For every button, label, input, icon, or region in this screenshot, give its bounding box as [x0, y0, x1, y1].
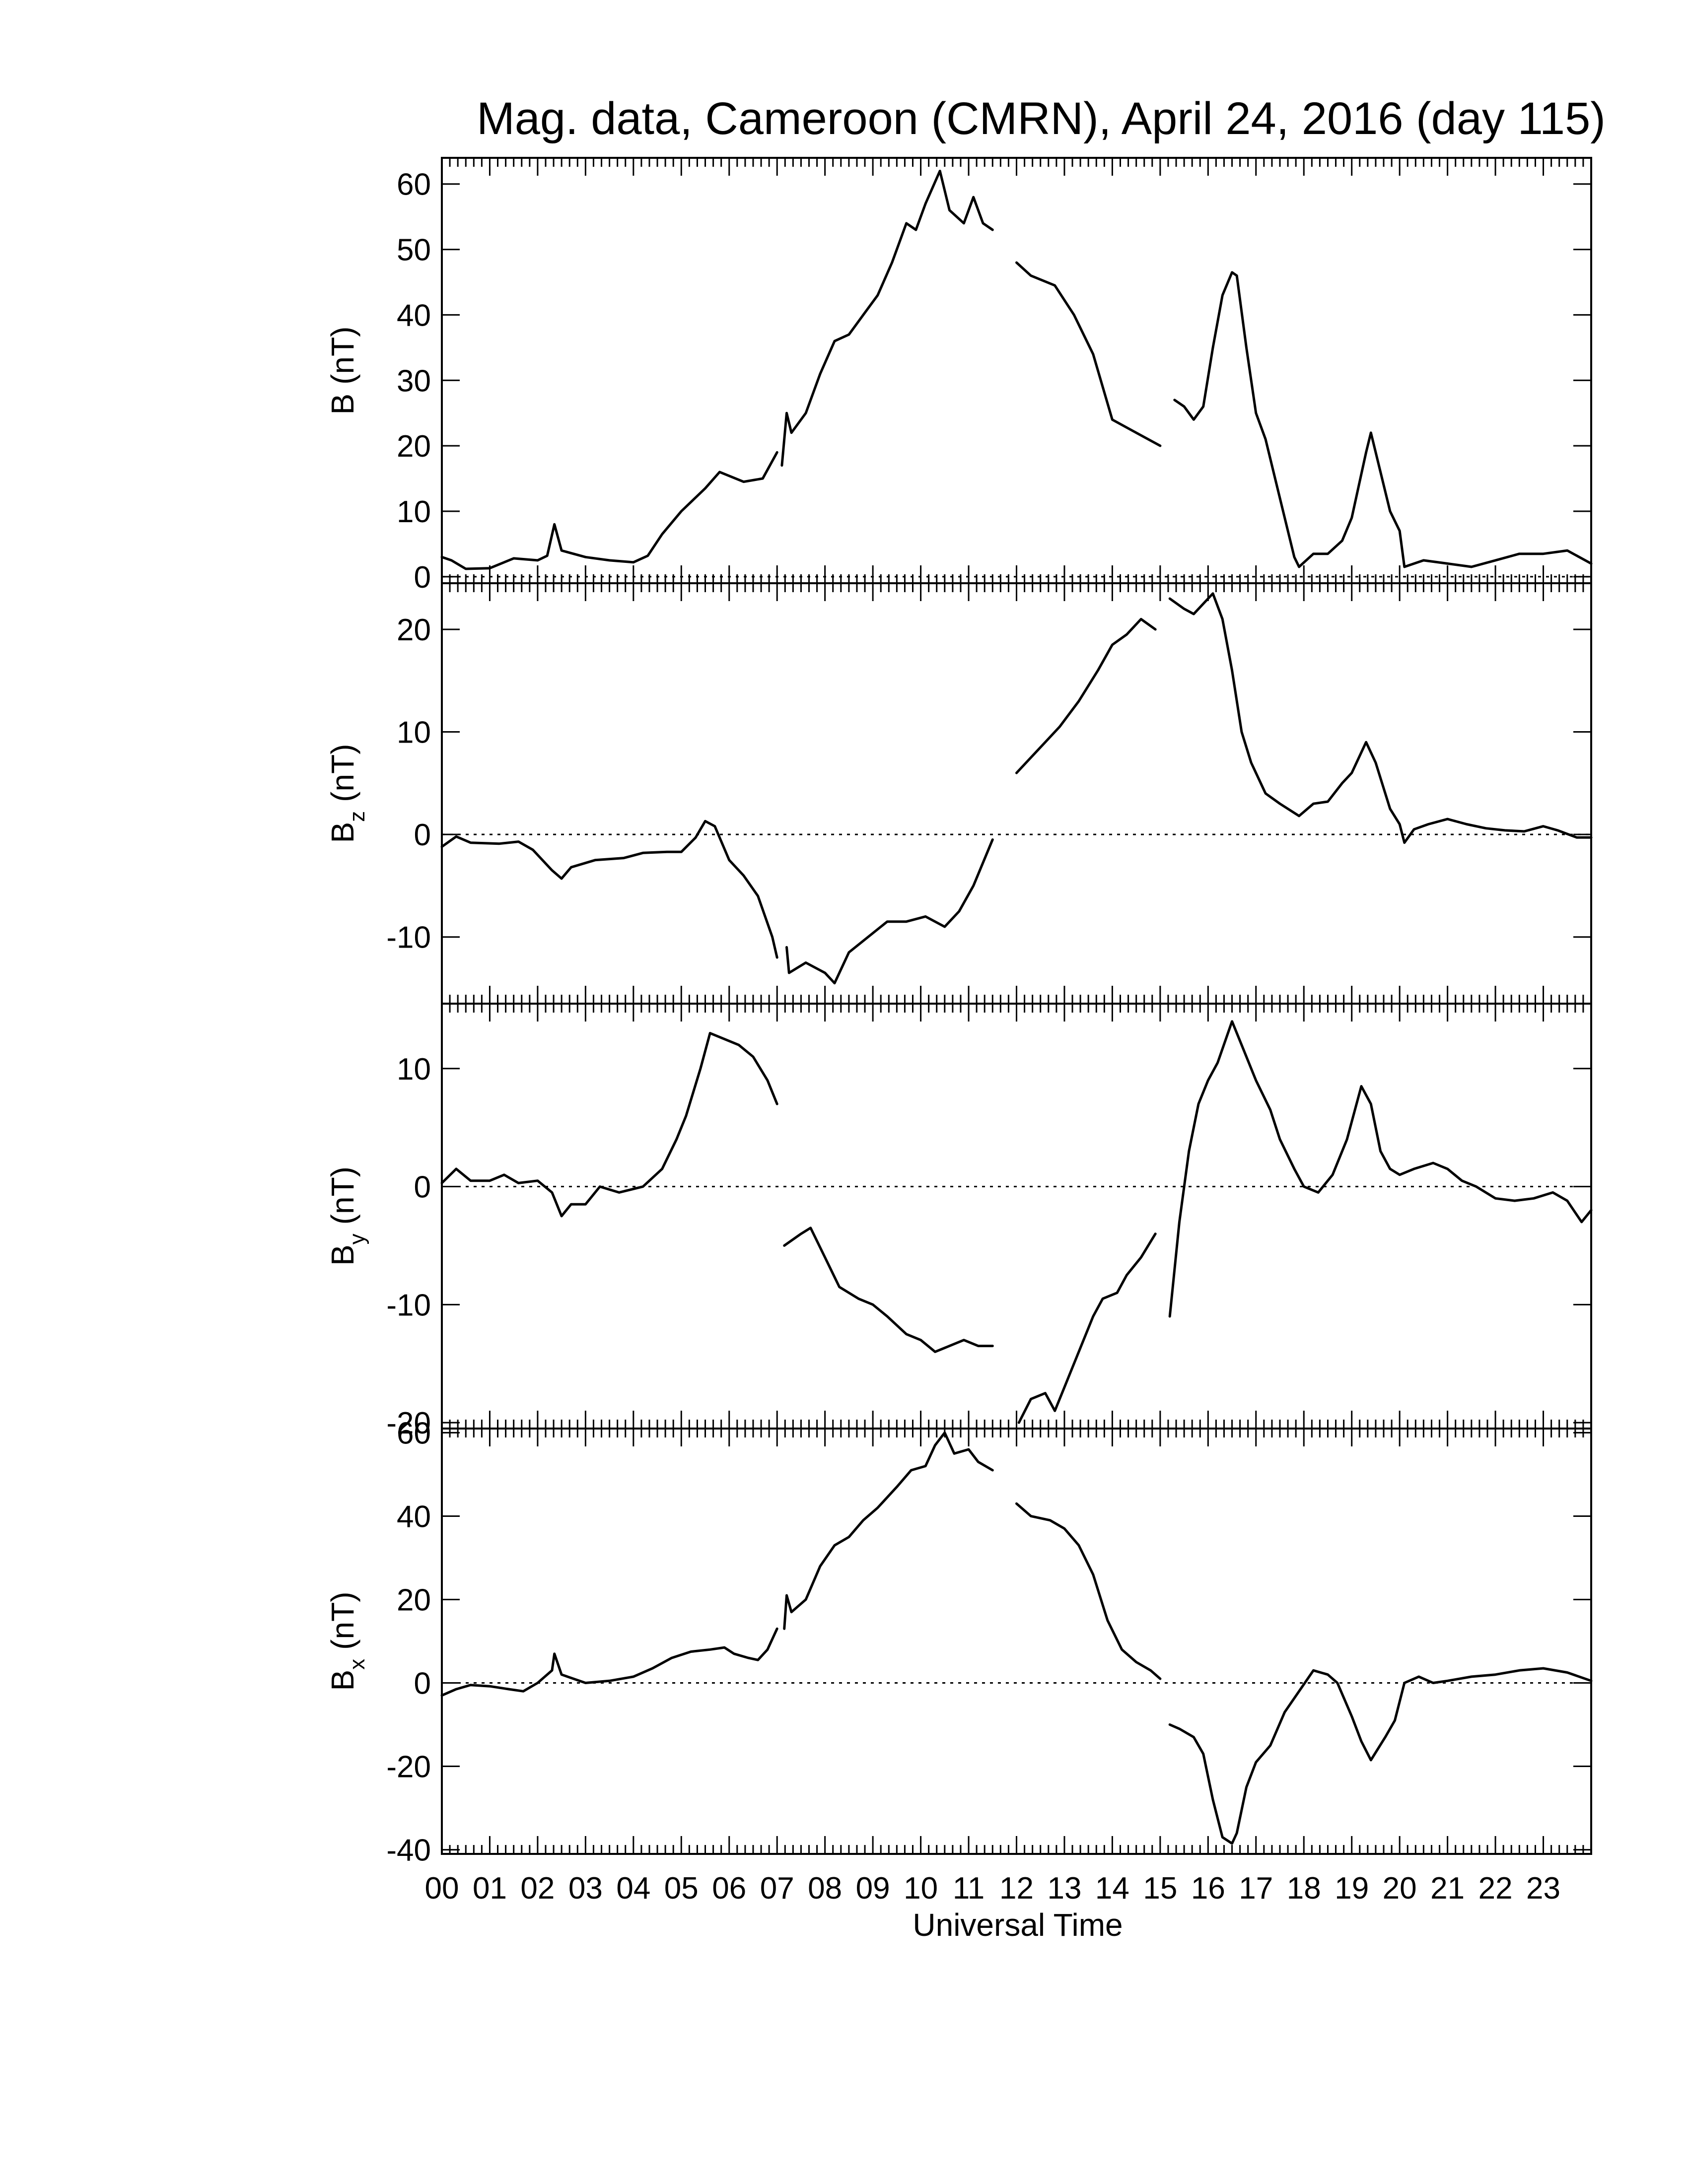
y-tick-label: -10	[386, 1288, 431, 1322]
x-axis-label: Universal Time	[913, 1907, 1123, 1943]
series-line-Bz-seg2	[1015, 617, 1157, 774]
x-tick-label: 16	[1191, 1871, 1225, 1906]
y-tick-label: 40	[397, 298, 431, 333]
y-tick-label: -20	[386, 1750, 431, 1784]
x-tick-label: 08	[808, 1871, 842, 1906]
y-tick-label: 20	[397, 429, 431, 464]
y-tick-label: 60	[397, 1416, 431, 1450]
x-tick-label: 20	[1383, 1871, 1417, 1906]
series-line-Bx-seg3	[1168, 1667, 1593, 1845]
y-tick-label: 0	[414, 1667, 431, 1701]
series-line-By-seg1	[783, 1227, 994, 1353]
panel-frame-B	[441, 157, 1592, 584]
x-tick-label: 06	[712, 1871, 746, 1906]
y-axis-label-Bz: Bz(nT)	[325, 744, 369, 843]
series-line-B-seg0	[440, 451, 778, 570]
y-tick-label: 60	[397, 168, 431, 202]
y-tick-label: -10	[386, 921, 431, 955]
x-tick-label: 21	[1430, 1871, 1465, 1906]
series-line-Bz-seg0	[440, 819, 778, 959]
panel-By: -20 -10 0 10 By(nT)	[325, 1003, 1593, 1440]
y-tick-label: 10	[397, 716, 431, 750]
y-tick-label: 50	[397, 233, 431, 268]
x-tick-label: 01	[473, 1871, 507, 1906]
series-line-By-seg2	[1017, 1232, 1157, 1424]
x-tick-label: 09	[856, 1871, 890, 1906]
series-line-Bz-seg1	[785, 838, 994, 985]
y-tick-label: 20	[397, 1583, 431, 1617]
y-tick-label: 30	[397, 364, 431, 398]
panel-Bz: -10 0 10 20 Bz(nT)	[325, 582, 1593, 1005]
x-tick-label: 04	[616, 1871, 650, 1906]
y-tick-label: 40	[397, 1500, 431, 1534]
series-line-Bx-seg2	[1015, 1502, 1162, 1680]
series-line-Bz-seg3	[1168, 592, 1593, 844]
panel-frame-By	[441, 1003, 1592, 1430]
x-tick-label: 18	[1287, 1871, 1321, 1906]
series-line-B-seg1	[780, 169, 994, 467]
panel-Bx: -40 -20 0 20 40 60 Bx(nT)	[325, 1416, 1593, 1868]
x-tick-label: 17	[1239, 1871, 1273, 1906]
y-tick-label: 0	[414, 1170, 431, 1205]
x-tick-label: 07	[760, 1871, 794, 1906]
x-tick-label: 03	[568, 1871, 603, 1906]
panel-frame-Bx	[441, 1428, 1592, 1855]
x-tick-label: 14	[1095, 1871, 1129, 1906]
y-tick-label: 10	[397, 1052, 431, 1087]
x-tick-label: 12	[999, 1871, 1034, 1906]
x-tick-label: 19	[1335, 1871, 1369, 1906]
x-tick-label: 22	[1478, 1871, 1513, 1906]
y-axis-label-Bx: Bx(nT)	[325, 1592, 369, 1691]
y-tick-label: -20	[386, 1406, 431, 1440]
x-tick-label: 10	[904, 1871, 938, 1906]
y-axis-label-By: By(nT)	[325, 1166, 369, 1266]
x-tick-label: 23	[1526, 1871, 1560, 1906]
y-tick-label: 10	[397, 495, 431, 529]
x-tick-label: 00	[425, 1871, 459, 1906]
series-line-Bx-seg1	[783, 1431, 994, 1630]
y-tick-label: -40	[386, 1834, 431, 1868]
y-axis-label-B: B(nT)	[325, 327, 360, 415]
series-line-B-seg3	[1173, 271, 1593, 568]
panel-B: 0 10 20 30 40 50 60 B(nT)	[325, 157, 1593, 595]
x-tick-label: 02	[520, 1871, 555, 1906]
series-line-Bx-seg0	[440, 1627, 778, 1697]
y-tick-label: 20	[397, 613, 431, 647]
series-line-B-seg2	[1015, 261, 1162, 447]
x-tick-label: 15	[1143, 1871, 1177, 1906]
chart-title: Mag. data, Cameroon (CMRN), April 24, 20…	[477, 93, 1606, 144]
x-tick-label: 11	[953, 1871, 985, 1906]
y-tick-label: 0	[414, 818, 431, 852]
x-tick-label: 13	[1047, 1871, 1081, 1906]
panels-layer: 0102030405060B(nT)-1001020Bz(nT)-20-1001…	[325, 157, 1593, 1906]
y-tick-label: 0	[414, 560, 431, 595]
x-tick-label: 05	[664, 1871, 699, 1906]
panel-frame-Bz	[441, 582, 1592, 1005]
series-line-By-seg3	[1168, 1020, 1593, 1318]
series-line-By-seg0	[440, 1031, 778, 1218]
